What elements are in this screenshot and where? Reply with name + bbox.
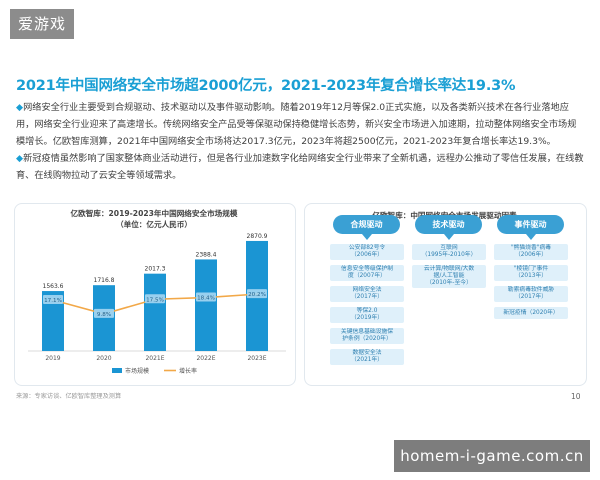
list-item: 公安部82号令 （2006年） [330, 244, 404, 260]
chart-title: 亿欧智库：2019-2023年中国网络安全市场规模 [70, 209, 238, 218]
bar-2020 [93, 285, 115, 351]
growth-rate-label: 20.2% [248, 292, 266, 298]
growth-rate-label-box [145, 294, 165, 304]
market-size-chart: 1563.6 2019 1716.8 2020 2017.3 2021E 2388.4 202… [28, 233, 286, 375]
bar-value-label: 2388.4 [196, 251, 217, 258]
x-tick-label: 2023E [247, 355, 266, 362]
bar-value-label: 1716.8 [94, 277, 115, 284]
growth-rate-label: 17.5% [146, 297, 164, 303]
x-tick-label: 2020 [96, 355, 111, 362]
bar-value-label: 1563.6 [43, 283, 64, 290]
x-tick-label: 2022E [196, 355, 215, 362]
source-note: 来源：专家访谈、亿欧智库整理及测算 [16, 393, 122, 400]
brand-logo: 爱游戏 [10, 9, 74, 39]
paragraph-2: ◆新冠疫情虽然影响了国家整体商业活动进行，但是各行业加速数字化给网络安全行业带来… [16, 150, 584, 184]
growth-rate-label-box [247, 289, 267, 299]
list-item: "熊猫烧香"病毒 （2006年） [494, 244, 568, 260]
list-item: 云计算/物联网/大数 据/人工智能 （2010年-至今） [412, 265, 486, 288]
list-item: 数据安全法 （2021年） [330, 349, 404, 365]
chart-subtitle: （单位：亿元人民币） [116, 220, 192, 229]
growth-rate-label: 18.4% [197, 296, 215, 302]
legend-bar-swatch [112, 368, 122, 373]
paragraph-1: ◆网络安全行业主要受到合规驱动、技术驱动以及事件驱动影响。随着2019年12月等… [16, 99, 584, 150]
list-item: 等保2.0 （2019年） [330, 307, 404, 323]
page-number: 10 [571, 392, 581, 401]
technology-driver-header: 技术驱动 [415, 215, 482, 240]
bar-2021E [144, 273, 166, 351]
bar-value-label: 2870.9 [247, 233, 268, 240]
list-item: 互联网 （1995年-2010年） [412, 244, 486, 260]
list-item: 信息安全等级保护制 度（2007年） [330, 265, 404, 281]
list-item: 新冠疫情（2020年） [494, 307, 568, 319]
bar-2022E [195, 259, 217, 351]
list-item: 关键信息基础设施保 护条例（2020年） [330, 328, 404, 344]
page-title: 2021年中国网络安全市场超2000亿元，2021-2023年复合增长率达19.… [16, 78, 516, 94]
paragraph-2-text: 新冠疫情虽然影响了国家整体商业活动进行，但是各行业加速数字化给网络安全行业带来了… [16, 153, 584, 181]
x-tick-label: 2019 [45, 355, 60, 362]
growth-rate-label-box [43, 295, 63, 305]
compliance-driver-header: 合规驱动 [333, 215, 400, 240]
legend-bar-label: 市场规模 [125, 367, 149, 375]
legend-line-label: 增长率 [179, 367, 197, 375]
watermark: homem-i-game.com.cn [394, 440, 590, 472]
bullet-icon: ◆ [16, 102, 24, 113]
bar-value-label: 2017.3 [145, 266, 166, 273]
growth-rate-label-box [196, 292, 216, 302]
bar-2019 [42, 291, 64, 351]
growth-rate-label-box [94, 308, 114, 318]
list-item: 勒索病毒软件威胁 （2017年） [494, 286, 568, 302]
growth-rate-label: 9.8% [97, 312, 111, 318]
bullet-icon: ◆ [16, 153, 24, 164]
x-tick-label: 2021E [145, 355, 164, 362]
event-driver-header: 事件驱动 [497, 215, 564, 240]
list-item: "棱镜门"事件 （2013年） [494, 265, 568, 281]
compliance-driver-list: 公安部82号令 （2006年） 信息安全等级保护制 度（2007年） 网络安全法… [330, 244, 404, 370]
growth-rate-label: 17.1% [44, 298, 62, 304]
paragraph-1-text: 网络安全行业主要受到合规驱动、技术驱动以及事件驱动影响。随着2019年12月等保… [16, 102, 577, 147]
list-item: 网络安全法 （2017年） [330, 286, 404, 302]
technology-driver-list: 互联网 （1995年-2010年） 云计算/物联网/大数 据/人工智能 （201… [412, 244, 486, 293]
event-driver-list: "熊猫烧香"病毒 （2006年） "棱镜门"事件 （2013年） 勒索病毒软件威… [494, 244, 568, 324]
